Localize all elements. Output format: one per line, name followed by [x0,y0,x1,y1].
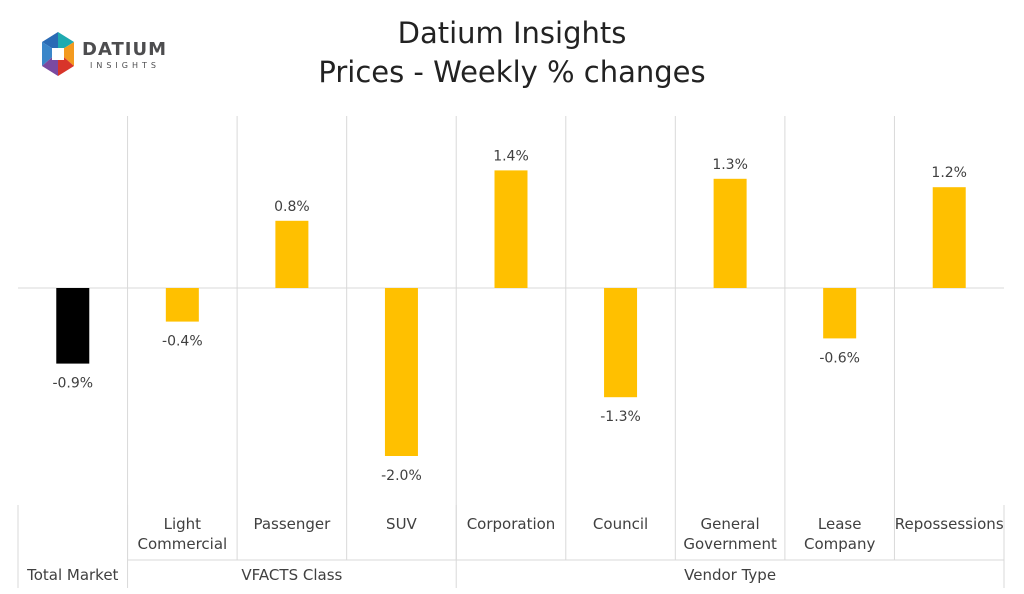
bar [494,170,528,288]
category-label: Repossessions [895,515,1004,533]
data-label: -0.9% [52,376,93,392]
category-label: Government [683,535,777,553]
bar [713,178,747,288]
logo-name: DATIUM [82,39,167,60]
bar [932,187,966,288]
group-label: VFACTS Class [241,566,342,584]
category-label: Company [804,535,875,553]
data-label: 0.8% [274,199,310,215]
data-label: -2.0% [381,468,422,484]
bar [165,288,199,322]
category-label: General [701,515,760,533]
category-label: Light [164,515,202,533]
chart-subtitle: Prices - Weekly % changes [318,55,706,89]
group-label: Vendor Type [684,566,776,584]
bar [384,288,418,456]
category-label: Corporation [467,515,556,533]
data-label: -0.4% [162,334,203,350]
category-label: Commercial [137,535,227,553]
category-label: Total Market [26,566,118,584]
data-label: -1.3% [600,409,641,425]
bar [56,288,90,364]
bar [275,220,309,288]
category-label: SUV [386,515,418,533]
category-label: Lease [818,515,862,533]
data-label: -0.6% [819,350,860,366]
datium-logo: DATIUM INSIGHTS [42,32,167,76]
data-label: 1.4% [493,148,529,164]
bar [823,288,857,339]
bar [604,288,638,398]
category-label: Council [593,515,648,533]
data-label: 1.2% [931,165,967,181]
category-label: Passenger [253,515,331,533]
data-label: 1.3% [712,157,748,173]
chart-title: Datium Insights [397,16,627,50]
datium-logo-mark [42,32,74,76]
logo-tagline: INSIGHTS [90,61,160,70]
